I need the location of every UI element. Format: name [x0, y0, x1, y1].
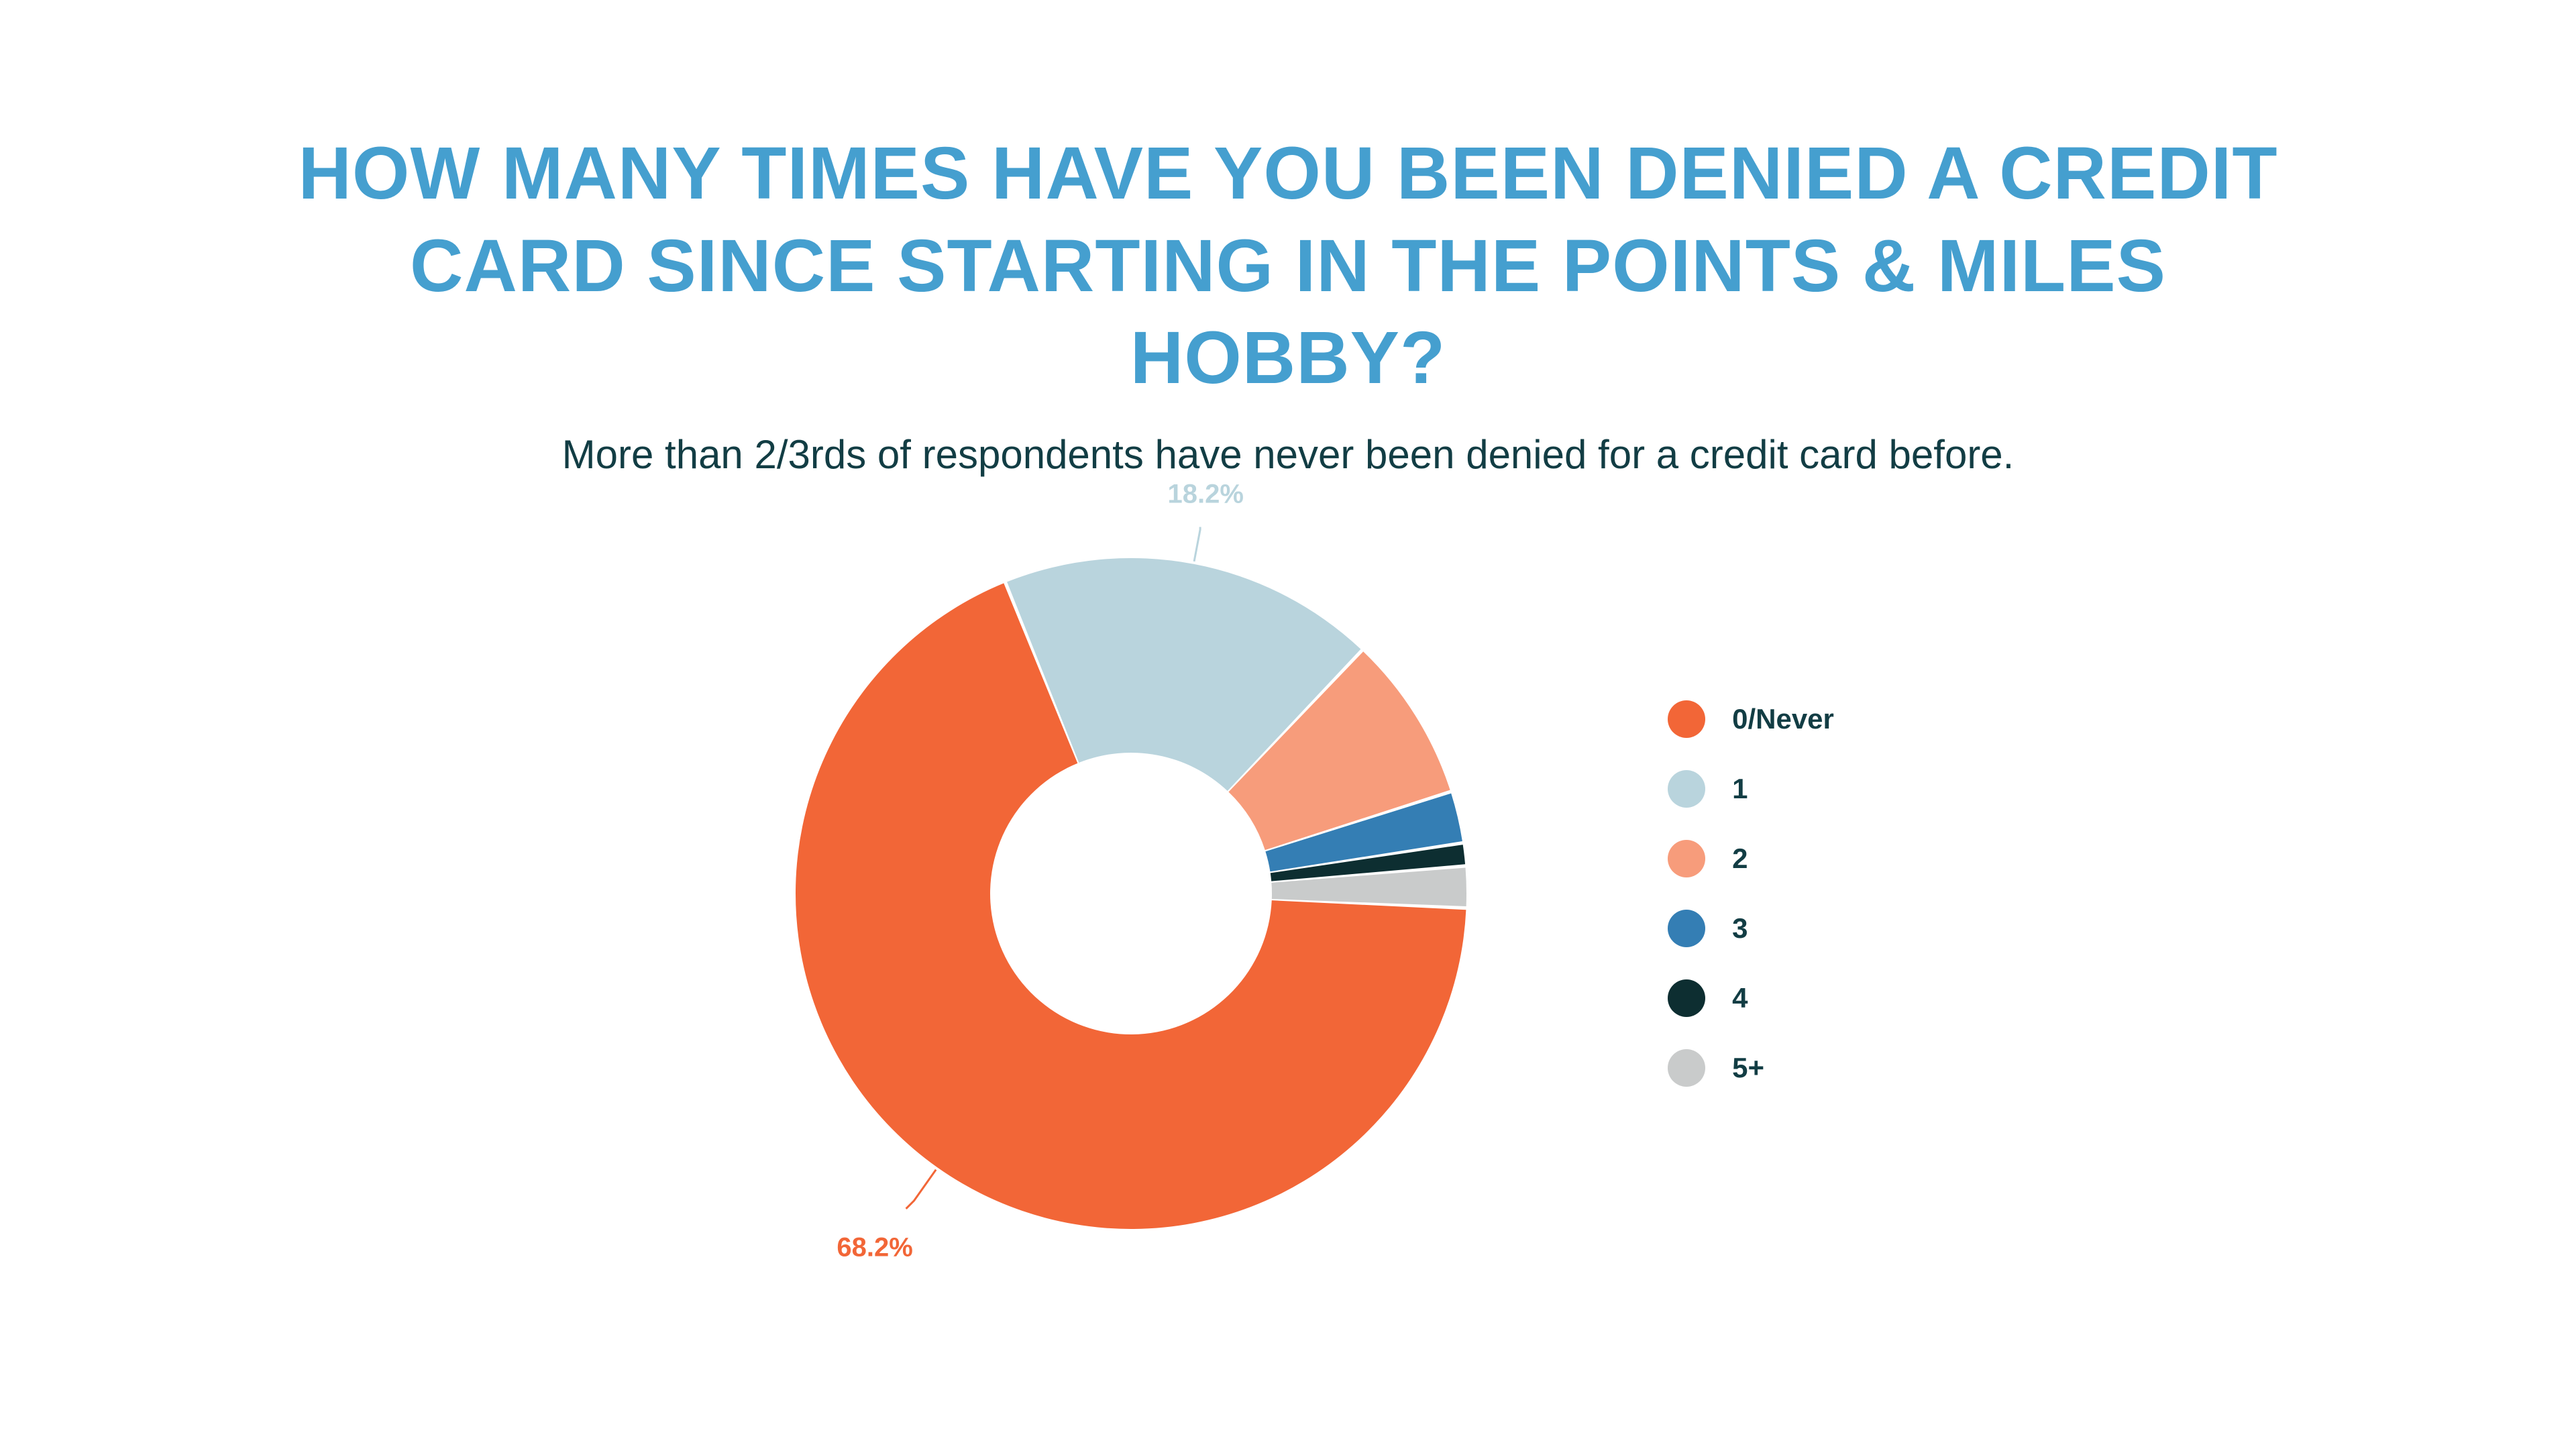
chart-legend: 0/Never 1 2 3 4 5+	[1668, 700, 1834, 1087]
donut-leader-one	[1194, 527, 1200, 561]
legend-label-four: 4	[1732, 982, 1748, 1014]
donut-pct-label-never: 68.2%	[837, 1232, 912, 1263]
legend-item-four: 4	[1668, 979, 1834, 1017]
legend-swatch-four	[1668, 979, 1705, 1017]
legend-label-fiveplus: 5+	[1732, 1052, 1764, 1084]
legend-swatch-one	[1668, 770, 1705, 808]
legend-swatch-two	[1668, 840, 1705, 877]
legend-swatch-never	[1668, 700, 1705, 738]
infographic-root: HOW MANY TIMES HAVE YOU BEEN DENIED A CR…	[0, 0, 2576, 1449]
legend-item-never: 0/Never	[1668, 700, 1834, 738]
legend-label-two: 2	[1732, 843, 1748, 875]
donut-leader-never	[906, 1169, 936, 1208]
legend-label-never: 0/Never	[1732, 703, 1834, 735]
legend-item-one: 1	[1668, 770, 1834, 808]
legend-swatch-fiveplus	[1668, 1049, 1705, 1087]
donut-svg	[742, 504, 1520, 1283]
legend-item-two: 2	[1668, 840, 1834, 877]
legend-label-three: 3	[1732, 912, 1748, 945]
chart-row: 18.2%68.2% 0/Never 1 2 3 4 5+	[742, 504, 1834, 1283]
legend-item-three: 3	[1668, 910, 1834, 947]
donut-chart: 18.2%68.2%	[742, 504, 1520, 1283]
chart-title: HOW MANY TIMES HAVE YOU BEEN DENIED A CR…	[282, 127, 2294, 405]
legend-label-one: 1	[1732, 773, 1748, 805]
donut-pct-label-one: 18.2%	[1167, 479, 1243, 509]
legend-swatch-three	[1668, 910, 1705, 947]
legend-item-fiveplus: 5+	[1668, 1049, 1834, 1087]
chart-subtitle: More than 2/3rds of respondents have nev…	[562, 431, 2015, 478]
